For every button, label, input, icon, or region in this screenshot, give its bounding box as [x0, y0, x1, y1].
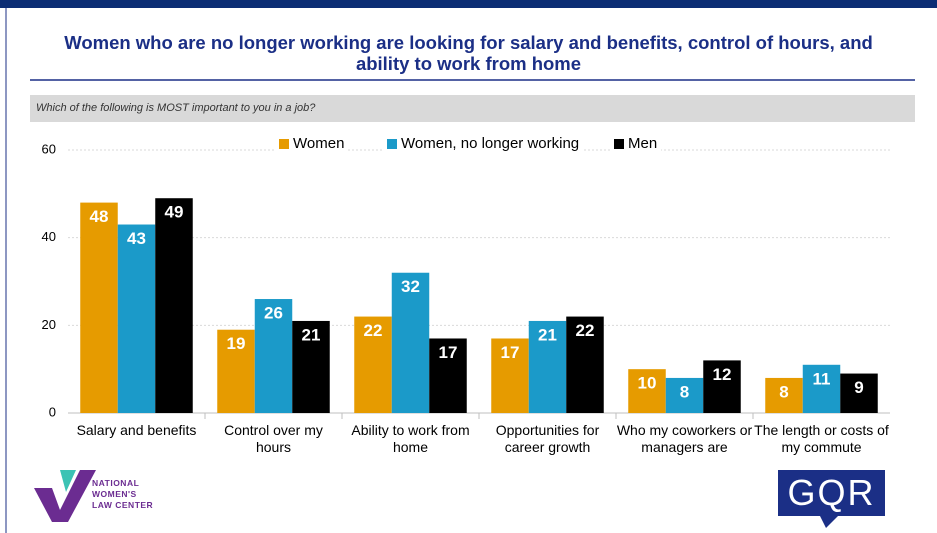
bar [840, 373, 878, 413]
x-tick-label: Control over my hours [224, 422, 323, 455]
x-tick-label: The length or costs of my commute [754, 422, 889, 455]
legend-item: Women [275, 135, 349, 152]
legend-label: Men [628, 135, 658, 152]
value-label: 22 [364, 321, 383, 340]
legend-label: Women, no longer working [401, 135, 580, 152]
legend-item: Men [610, 135, 662, 152]
bar [528, 320, 567, 413]
logo-text: NATIONAL [92, 478, 140, 488]
bar [566, 316, 604, 413]
value-label: 8 [779, 382, 788, 401]
bar [254, 299, 293, 413]
bar [80, 202, 118, 413]
value-label: 48 [90, 207, 109, 226]
x-tick-label: Who my coworkers or managers are [616, 422, 753, 455]
gqr-logo: GQR [778, 470, 885, 516]
value-label: 21 [538, 325, 557, 344]
value-label: 8 [680, 382, 689, 401]
logo-text: WOMEN'S [92, 489, 137, 499]
bar [292, 320, 330, 413]
value-label: 19 [227, 334, 246, 353]
value-label: 49 [165, 203, 184, 222]
y-tick-label: 40 [42, 229, 56, 244]
legend-swatch [614, 138, 624, 149]
logo-text: LAW CENTER [92, 500, 154, 510]
value-label: 17 [501, 343, 520, 362]
x-tick-label: Salary and benefits [76, 422, 197, 438]
value-label: 32 [401, 277, 420, 296]
bar [429, 338, 467, 413]
legend-swatch [387, 138, 397, 149]
value-label: 10 [638, 374, 657, 393]
value-label: 22 [576, 321, 595, 340]
bar [155, 198, 193, 413]
bar [391, 272, 430, 413]
bar [665, 377, 704, 413]
y-tick-label: 0 [49, 404, 56, 419]
y-tick-label: 60 [42, 141, 56, 156]
top-bar [0, 0, 937, 8]
chart-title: Women who are no longer working are look… [64, 32, 873, 74]
legend-item: Women, no longer working [383, 135, 584, 152]
subtitle: Which of the following is MOST important… [30, 95, 915, 122]
bar [354, 316, 392, 413]
bar [491, 338, 529, 413]
value-label: 12 [713, 365, 732, 384]
bar [765, 377, 803, 413]
nwlc-mark [60, 470, 76, 492]
value-label: 11 [813, 369, 831, 388]
x-tick-label: Ability to work from home [351, 422, 470, 455]
gqr-tail [820, 516, 838, 528]
legend-swatch [279, 138, 289, 149]
bar [802, 364, 841, 413]
bar [703, 360, 741, 413]
value-label: 26 [264, 304, 283, 323]
y-tick-label: 20 [42, 317, 56, 332]
x-tick-label: Opportunities for career growth [495, 422, 600, 455]
value-label: 9 [854, 378, 863, 397]
bar [117, 224, 156, 413]
legend-label: Women [293, 135, 345, 152]
nwlc-logo: NATIONAL WOMEN'S LAW CENTER [92, 478, 153, 511]
value-label: 21 [302, 325, 321, 344]
bar [217, 329, 255, 413]
bar [628, 369, 666, 413]
nwlc-mark [34, 470, 96, 522]
value-label: 43 [127, 229, 146, 248]
value-label: 17 [439, 343, 458, 362]
